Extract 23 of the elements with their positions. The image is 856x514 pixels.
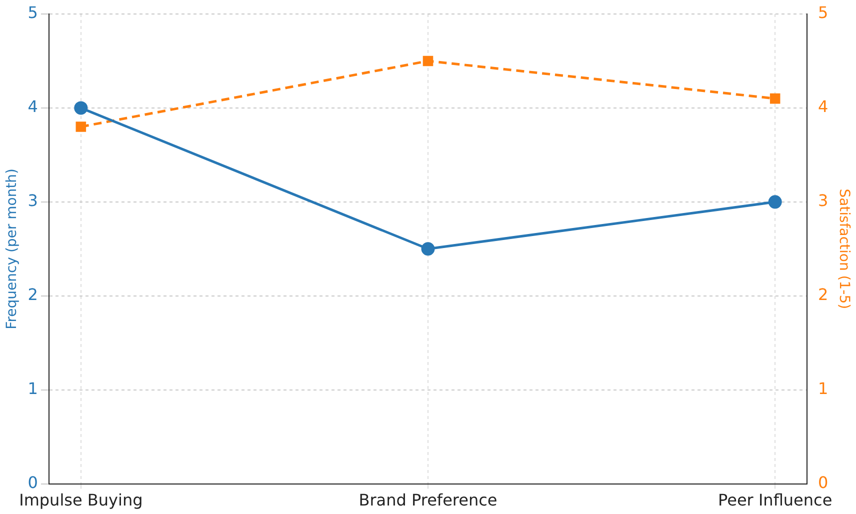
point [74, 101, 88, 115]
y2-tick-label: 2 [818, 285, 828, 304]
point [768, 195, 782, 209]
y2-axis-title: Satisfaction (1-5) [836, 188, 852, 310]
point [770, 93, 780, 104]
y-tick-label: 4 [28, 97, 38, 116]
y2-tick-label: 3 [818, 191, 828, 210]
y2-tick-label: 4 [818, 97, 828, 116]
y-tick-label: 5 [28, 3, 38, 22]
y-tick-label: 2 [28, 285, 38, 304]
y2-tick-label: 1 [818, 378, 828, 398]
point [76, 122, 86, 132]
x-tick-label: Brand Preference [358, 490, 498, 510]
y-tick-label: 3 [28, 191, 38, 210]
y-tick-label: 0 [28, 472, 38, 492]
point [422, 56, 434, 66]
x-tick-label: Peer Influence [718, 490, 832, 510]
y-tick-label: 1 [28, 378, 38, 398]
point [421, 242, 435, 256]
y2-tick-label: 0 [818, 472, 828, 492]
x-tick-label: Impulse Buying [19, 490, 143, 510]
y2-tick-label: 5 [818, 3, 828, 22]
y-axis-title: Frequency (per month) [4, 168, 20, 330]
